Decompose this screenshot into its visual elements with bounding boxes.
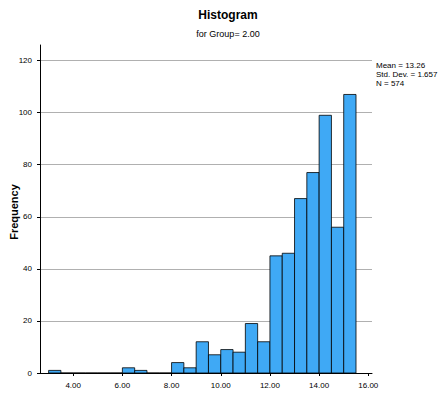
svg-text:40: 40 bbox=[23, 264, 32, 273]
svg-text:4.00: 4.00 bbox=[65, 381, 81, 390]
svg-text:8.00: 8.00 bbox=[164, 381, 180, 390]
svg-text:Std. Dev. = 1.657: Std. Dev. = 1.657 bbox=[376, 70, 438, 79]
svg-text:16.00: 16.00 bbox=[358, 381, 379, 390]
svg-text:12.00: 12.00 bbox=[260, 381, 281, 390]
svg-text:120: 120 bbox=[19, 56, 33, 65]
svg-text:60: 60 bbox=[23, 212, 32, 221]
svg-text:14.00: 14.00 bbox=[309, 381, 330, 390]
svg-text:20: 20 bbox=[23, 316, 32, 325]
svg-text:Frequency: Frequency bbox=[8, 183, 20, 240]
svg-text:6.00: 6.00 bbox=[115, 381, 131, 390]
svg-text:100: 100 bbox=[19, 108, 33, 117]
svg-text:N = 574: N = 574 bbox=[376, 79, 405, 88]
svg-text:for Group= 2.00: for Group= 2.00 bbox=[196, 29, 259, 39]
svg-text:10.00: 10.00 bbox=[211, 381, 232, 390]
svg-text:Mean = 13.26: Mean = 13.26 bbox=[376, 61, 426, 70]
svg-text:80: 80 bbox=[23, 160, 32, 169]
svg-text:0: 0 bbox=[28, 369, 33, 378]
svg-text:Histogram: Histogram bbox=[198, 8, 257, 22]
